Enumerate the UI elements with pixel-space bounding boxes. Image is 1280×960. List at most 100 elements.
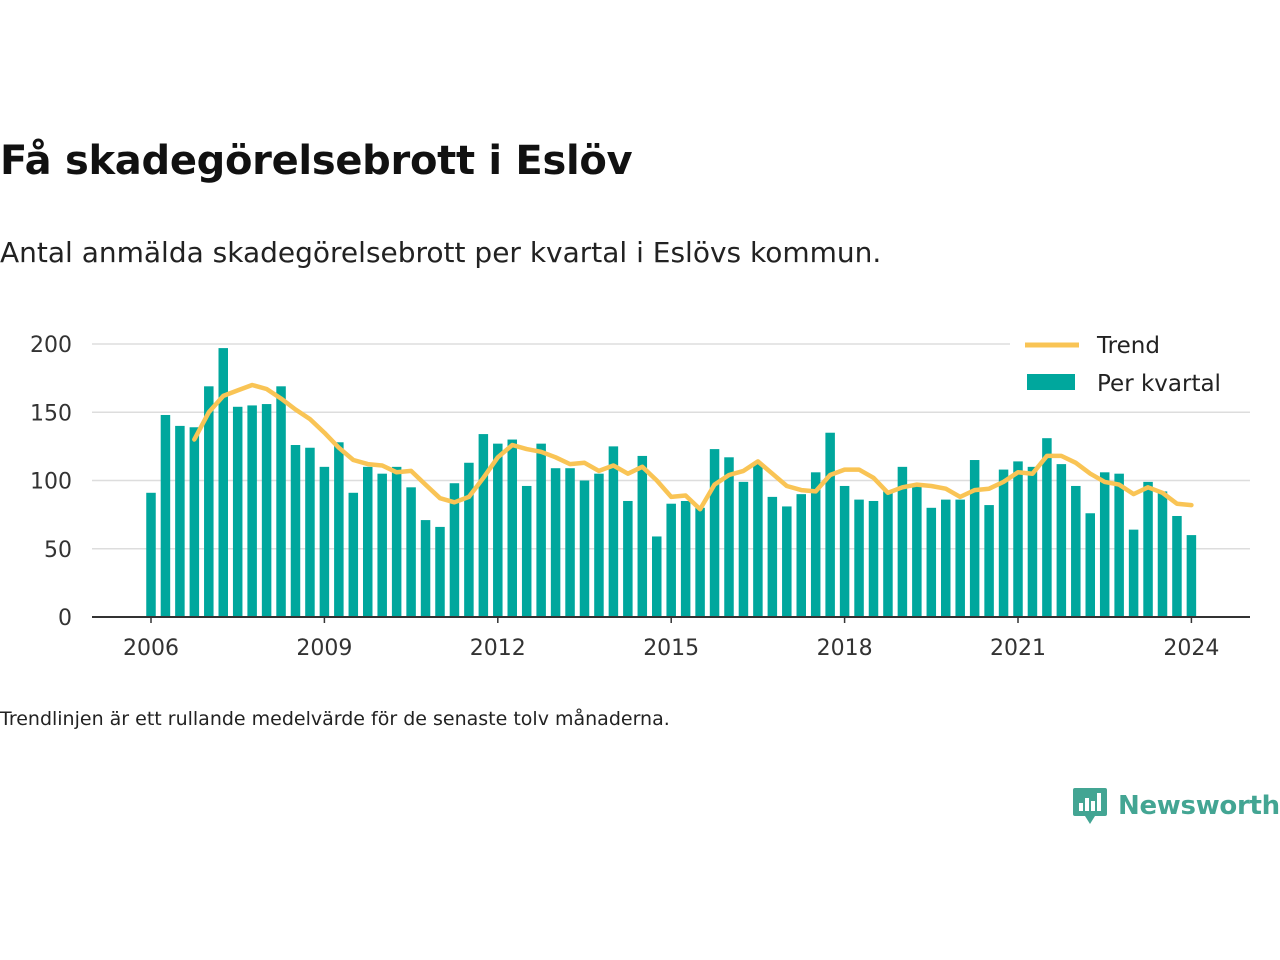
x-tick-label: 2015 <box>643 636 699 661</box>
bar <box>175 425 185 617</box>
y-tick-label: 150 <box>30 401 72 426</box>
y-tick-label: 50 <box>44 538 72 563</box>
bar <box>738 481 749 617</box>
bar <box>406 487 416 617</box>
brand-name: Newsworthy <box>1118 791 1280 821</box>
bar <box>839 485 850 617</box>
bar <box>1186 535 1197 617</box>
bar <box>232 406 243 617</box>
x-tick-label: 2012 <box>470 636 526 661</box>
bar-series <box>146 348 1197 617</box>
bar <box>334 442 344 617</box>
bar <box>204 386 214 617</box>
bar <box>796 494 806 617</box>
y-tick-label: 200 <box>30 333 72 358</box>
bar <box>261 404 272 617</box>
bar <box>782 506 792 617</box>
bar <box>247 405 257 617</box>
chart-subtitle: Antal anmälda skadegörelsebrott per kvar… <box>0 236 882 269</box>
x-tick-label: 2006 <box>123 636 179 661</box>
bar <box>449 483 460 617</box>
legend-bar-swatch <box>1027 374 1075 390</box>
legend-trend-label: Trend <box>1096 333 1160 359</box>
bar <box>868 500 879 617</box>
bar <box>579 480 590 617</box>
bar <box>420 520 431 617</box>
bar <box>695 507 705 617</box>
bar <box>680 500 691 617</box>
bar <box>623 500 633 617</box>
bar <box>189 427 200 617</box>
bar <box>854 499 864 617</box>
chart: 0 50 100 150 200 2006 2009 2012 2015 2018 2021 2024… <box>30 330 1250 661</box>
x-tick-label: 2021 <box>990 636 1046 661</box>
bar <box>507 439 517 617</box>
bar <box>637 455 648 617</box>
brand-logo: Newsworthy <box>1072 786 1280 826</box>
bar <box>810 472 821 617</box>
footnote: Trendlinjen är ett rullande medelvärde f… <box>0 708 670 730</box>
bar <box>1143 481 1153 617</box>
bar <box>536 443 546 617</box>
bar <box>998 469 1009 617</box>
bar <box>594 473 604 617</box>
bar <box>1172 515 1182 617</box>
bar <box>565 468 575 617</box>
bar <box>883 491 893 617</box>
bar <box>1099 472 1110 617</box>
bar <box>319 466 330 617</box>
bar <box>1128 529 1139 617</box>
bar <box>478 434 489 617</box>
brand-chart-icon <box>1073 788 1107 824</box>
bar <box>955 499 965 617</box>
bar <box>1056 464 1067 617</box>
bar <box>912 485 922 617</box>
bar <box>969 460 980 617</box>
bar <box>493 443 503 617</box>
bar <box>348 492 359 617</box>
bar <box>464 462 474 617</box>
bar <box>1114 473 1124 617</box>
x-tick-label: 2018 <box>817 636 873 661</box>
bar <box>753 462 763 617</box>
bar <box>1013 461 1023 617</box>
bar <box>767 496 778 617</box>
bar <box>363 466 373 617</box>
bar <box>1027 466 1038 617</box>
bar <box>160 414 171 617</box>
bar <box>1085 513 1095 617</box>
bar <box>377 473 387 617</box>
chart-title: Få skadegörelsebrott i Eslöv <box>0 138 633 184</box>
bar <box>146 492 156 617</box>
bar <box>926 507 937 617</box>
bar <box>550 468 561 617</box>
bar <box>391 466 402 617</box>
y-tick-label: 100 <box>30 470 72 495</box>
bar <box>666 503 676 617</box>
bar <box>1157 491 1168 617</box>
bar <box>709 449 720 617</box>
bar <box>724 457 734 617</box>
x-tick-label: 2024 <box>1163 636 1219 661</box>
bar <box>435 526 445 617</box>
bar <box>290 445 301 617</box>
bar <box>608 446 619 617</box>
trend-series <box>192 382 1194 512</box>
y-tick-label: 0 <box>58 606 72 631</box>
bar <box>897 466 908 617</box>
bar <box>521 485 532 617</box>
legend: Trend Per kvartal <box>1010 330 1250 410</box>
bar <box>825 432 835 617</box>
axes: 0 50 100 150 200 2006 2009 2012 2015 2018 2021 2024 <box>30 333 1250 661</box>
bar <box>652 536 662 617</box>
bar <box>276 386 286 617</box>
bar <box>1071 485 1081 617</box>
legend-bar-label: Per kvartal <box>1097 371 1221 397</box>
bar <box>218 348 228 617</box>
bar <box>984 505 994 617</box>
trend-line <box>192 382 1194 512</box>
x-tick-label: 2009 <box>296 636 352 661</box>
bar <box>305 447 315 617</box>
bar <box>941 499 951 617</box>
bar <box>1042 438 1052 617</box>
